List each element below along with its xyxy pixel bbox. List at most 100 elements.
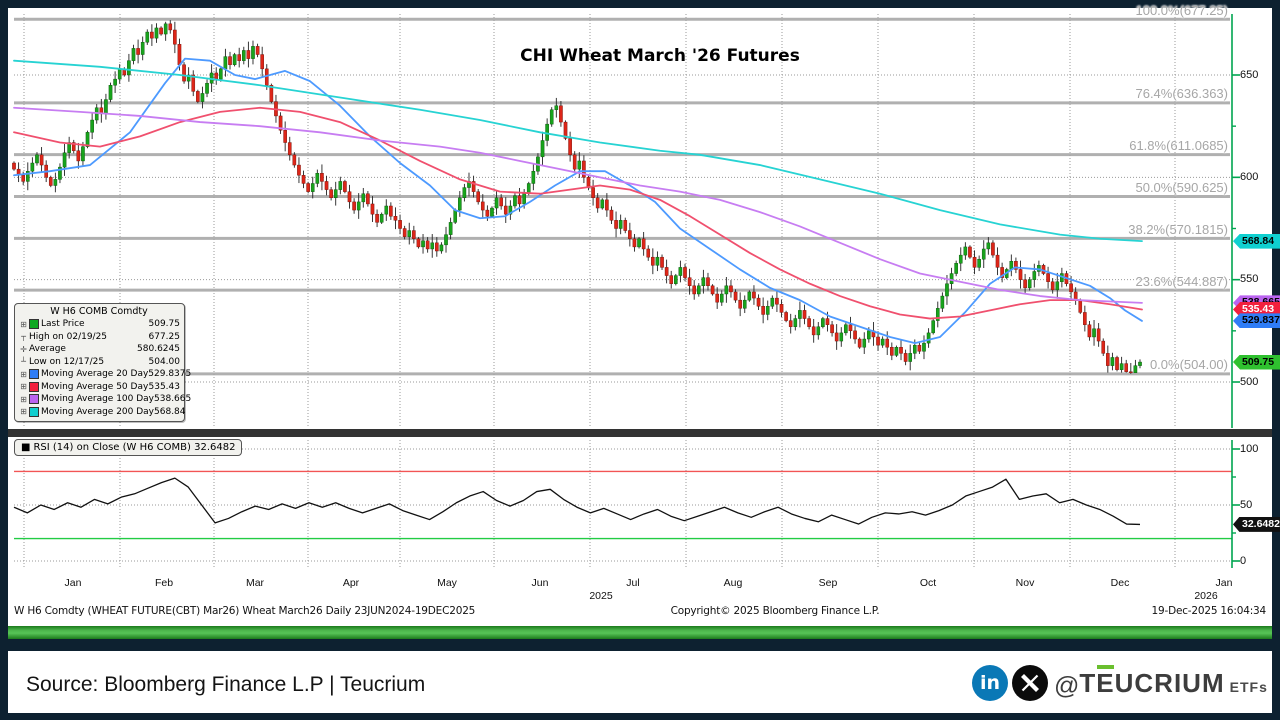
candle-up	[131, 48, 136, 61]
linkedin-glyph: in	[979, 672, 1001, 694]
legend-item-value: 580.6245	[137, 344, 180, 355]
candle-up	[719, 293, 724, 303]
rsi-label-text: RSI (14) on Close (W H6 COMB)	[33, 442, 191, 453]
legend-item-label: Moving Average 100 Day	[41, 394, 155, 405]
candle-down	[503, 205, 508, 215]
candle-down	[320, 173, 324, 182]
candle-up	[35, 154, 39, 164]
candle-up	[945, 283, 949, 297]
candle-up	[798, 310, 802, 319]
candle-down	[480, 201, 485, 211]
candle-down	[972, 256, 977, 268]
legend-row[interactable]: ⊞ Moving Average 50 Day 535.43	[18, 381, 180, 394]
x-twitter-icon[interactable]	[1012, 665, 1048, 701]
candle-up	[554, 105, 559, 110]
legend-color-swatch	[29, 381, 39, 392]
candle-down	[857, 338, 862, 348]
candle-up	[379, 213, 384, 223]
teucrium-handle[interactable]: @TEUCRIUM ETFs	[1054, 668, 1268, 701]
candle-down	[646, 248, 651, 258]
candle-up	[315, 173, 320, 184]
candle-down	[775, 297, 779, 305]
candle-up	[844, 324, 848, 334]
candle-up	[724, 285, 729, 295]
candle-up	[458, 197, 462, 211]
candle-up	[186, 74, 191, 82]
legend-item-label: Low on 12/17/25	[29, 356, 105, 367]
chart-surface	[8, 8, 1272, 626]
candle-down	[853, 330, 857, 340]
candle-up	[223, 56, 228, 70]
candle-down	[177, 44, 182, 65]
candle-up	[880, 338, 885, 346]
rsi-value: 32.6482	[194, 442, 236, 453]
candle-down	[297, 164, 301, 176]
candle-up	[1138, 361, 1142, 366]
candle-up	[696, 285, 701, 295]
candle-down	[825, 318, 830, 325]
candle-down	[568, 138, 572, 156]
candle-down	[710, 285, 715, 295]
legend-rows: ⊞ Last Price 509.75 ┬ High on 02/19/25 677.25…	[18, 318, 191, 419]
candle-down	[641, 238, 646, 250]
candle-down	[347, 191, 352, 203]
rsi-indicator-label[interactable]: ■ RSI (14) on Close (W H6 COMB) 32.6482	[14, 439, 243, 456]
candle-down	[692, 285, 696, 295]
legend-tree-icon: ⊞	[20, 394, 27, 404]
candle-up	[90, 119, 94, 133]
candle-down	[623, 220, 628, 231]
candle-down	[1000, 267, 1004, 278]
legend-row[interactable]: ⊞ Moving Average 100 Day 538.665	[18, 393, 191, 406]
bottom-green-bar	[8, 626, 1272, 639]
candle-down	[595, 197, 600, 209]
candle-down	[687, 277, 692, 287]
candle-down	[715, 293, 719, 303]
candle-down	[968, 246, 972, 258]
rsi-marker-icon: ■	[21, 442, 31, 453]
candle-down	[706, 277, 710, 287]
candle-up	[1133, 365, 1138, 373]
candle-down	[48, 177, 53, 186]
candle-up	[1055, 281, 1060, 291]
candle-down	[191, 74, 196, 92]
candle-down	[1115, 357, 1119, 370]
candle-down	[76, 150, 81, 162]
candle-down	[21, 175, 25, 182]
candle-up	[958, 254, 963, 264]
candle-up	[618, 220, 623, 229]
candle-down	[370, 203, 375, 215]
candle-up	[145, 31, 150, 43]
candle-up	[62, 152, 67, 168]
candle-down	[136, 48, 140, 55]
candle-up	[53, 179, 58, 186]
legend-tree-icon: ⊞	[20, 319, 27, 329]
candle-up	[821, 318, 825, 327]
candle-up	[1119, 363, 1124, 370]
legend-row[interactable]: ⊞ Moving Average 20 Day 529.8375	[18, 368, 191, 381]
legend-row[interactable]: ┴ Low on 12/17/25 504.00	[18, 356, 180, 369]
candle-down	[563, 121, 568, 139]
candle-up	[200, 93, 205, 102]
legend-row[interactable]: ┬ High on 02/19/25 677.25	[18, 331, 180, 344]
candle-down	[1129, 371, 1133, 373]
candle-up	[58, 166, 62, 180]
legend-row[interactable]: ✛ Average 580.6245	[18, 343, 180, 356]
candle-down	[1023, 279, 1027, 289]
moving-average-line	[13, 57, 1143, 345]
e-macron-green: E	[1096, 668, 1115, 698]
legend-row[interactable]: ⊞ Moving Average 200 Day 568.84	[18, 406, 186, 419]
candle-down	[903, 353, 908, 362]
legend-box[interactable]: W H6 COMB Comdty ⊞ Last Price 509.75 ┬ High …	[14, 303, 191, 422]
candle-down	[1018, 269, 1023, 280]
linkedin-icon[interactable]: in	[972, 665, 1008, 701]
legend-row[interactable]: ⊞ Last Price 509.75	[18, 318, 180, 331]
pane-divider[interactable]	[8, 429, 1272, 437]
candle-down	[425, 240, 430, 250]
legend-item-value: 504.00	[148, 356, 181, 367]
legend-tree-icon: ✛	[20, 344, 27, 354]
legend-tree-icon: ⊞	[20, 382, 27, 392]
candle-down	[995, 254, 1000, 268]
candle-down	[614, 220, 618, 229]
candle-up	[600, 199, 605, 209]
candle-down	[416, 238, 421, 248]
